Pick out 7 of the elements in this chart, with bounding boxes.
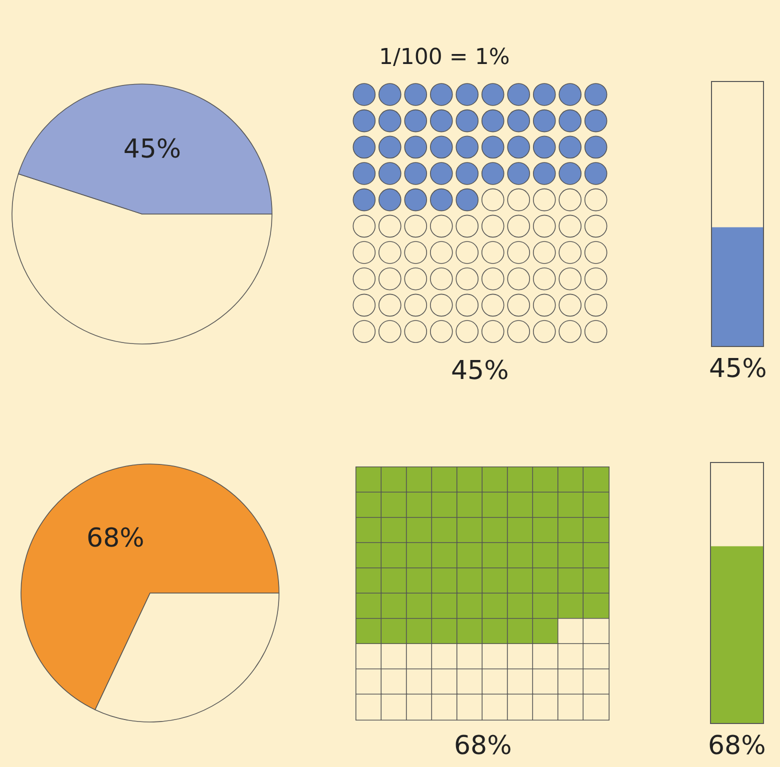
data-label: 68% (708, 731, 766, 761)
data-label: 45% (709, 354, 767, 384)
text: 1/100 = 1% (379, 45, 510, 70)
data-label: 68% (454, 731, 512, 761)
data-label: 45% (123, 134, 182, 164)
data-label: 68% (86, 524, 144, 554)
data-label: 45% (451, 356, 509, 386)
